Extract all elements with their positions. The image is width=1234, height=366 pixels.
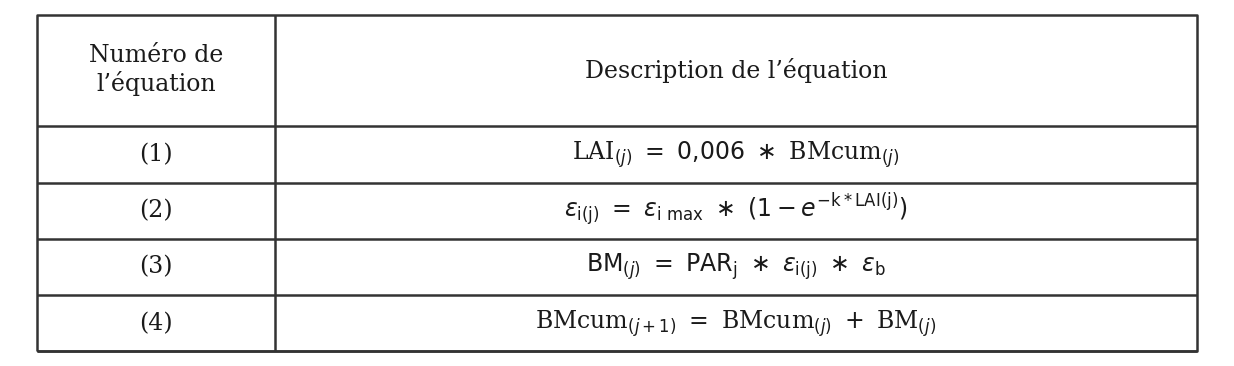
Text: Description de l’équation: Description de l’équation — [585, 58, 887, 83]
Text: $\mathregular{LAI}_{(j)}\ =\ 0{,}006\ \ast\ \mathregular{BMcum}_{(j)}$: $\mathregular{LAI}_{(j)}\ =\ 0{,}006\ \a… — [573, 139, 900, 170]
Text: (3): (3) — [139, 255, 173, 279]
Text: (1): (1) — [139, 143, 173, 166]
Text: $\varepsilon_{\mathregular{i(j)}}\ =\ \varepsilon_{\mathregular{i\ max}}\ \ast\ : $\varepsilon_{\mathregular{i(j)}}\ =\ \v… — [564, 192, 908, 229]
Text: $\mathregular{BMcum}_{(j+1)}\ =\ \mathregular{BMcum}_{(j)}\ +\ \mathregular{BM}_: $\mathregular{BMcum}_{(j+1)}\ =\ \mathre… — [536, 308, 937, 339]
Text: (2): (2) — [139, 199, 173, 222]
Text: Numéro de
l’équation: Numéro de l’équation — [89, 44, 223, 97]
Text: (4): (4) — [139, 312, 173, 335]
Text: $\mathregular{BM}_{(j)}\ =\ \mathregular{PAR}_{\mathregular{j}}\ \ast\ \varepsil: $\mathregular{BM}_{(j)}\ =\ \mathregular… — [586, 251, 886, 282]
